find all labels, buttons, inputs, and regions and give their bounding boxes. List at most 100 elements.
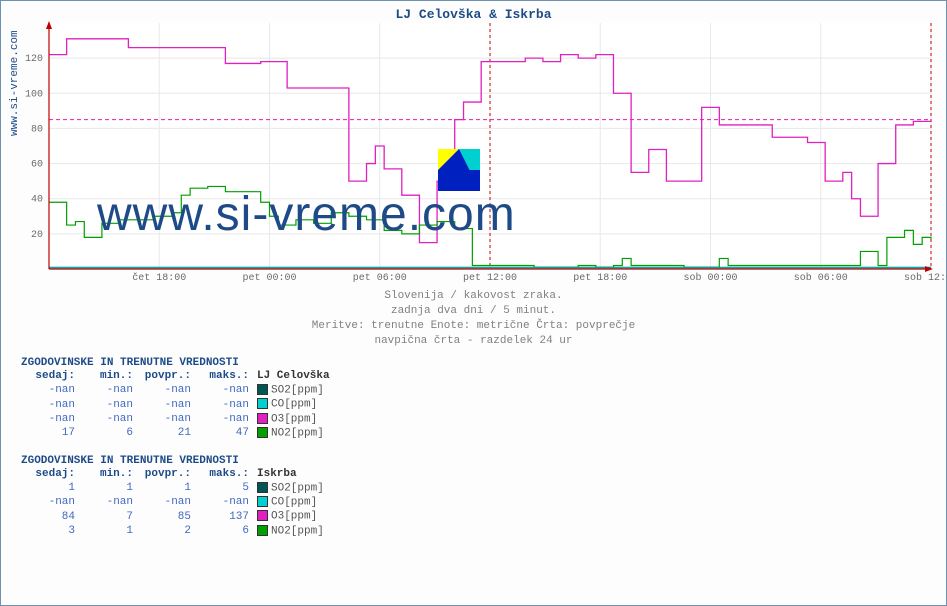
watermark-logo <box>438 149 480 191</box>
chart-container: LJ Celovška & Iskrba www.si-vreme.com 20… <box>0 0 947 606</box>
table-row: -nan-nan-nan-nanO3[ppm] <box>21 412 373 426</box>
series-label-text: O3[ppm] <box>271 511 317 523</box>
stat-value: -nan <box>21 383 79 397</box>
stat-value: 3 <box>21 524 79 538</box>
x-tick-label: sob 00:00 <box>683 273 737 284</box>
col-header: min.: <box>79 369 137 383</box>
stat-value: -nan <box>137 495 195 509</box>
color-swatch <box>257 413 268 424</box>
x-tick-label: pet 06:00 <box>353 273 407 284</box>
stat-value: 1 <box>79 481 137 495</box>
stat-value: 1 <box>21 481 79 495</box>
color-swatch <box>257 427 268 438</box>
stat-value: 6 <box>79 426 137 440</box>
subtitle-line: zadnja dva dni / 5 minut. <box>1 304 946 319</box>
subtitle-line: navpična črta - razdelek 24 ur <box>1 334 946 349</box>
table-header: ZGODOVINSKE IN TRENUTNE VREDNOSTI <box>21 357 373 369</box>
table-header: ZGODOVINSKE IN TRENUTNE VREDNOSTI <box>21 455 373 467</box>
svg-text:120: 120 <box>25 54 43 65</box>
stat-value: -nan <box>79 412 137 426</box>
stat-value: -nan <box>79 495 137 509</box>
svg-text:40: 40 <box>31 195 43 206</box>
table-row: 3126 NO2[ppm] <box>21 524 373 538</box>
stat-value: 85 <box>137 509 195 523</box>
series-label: NO2[ppm] <box>253 426 373 440</box>
stat-value: -nan <box>79 397 137 411</box>
stat-value: -nan <box>137 383 195 397</box>
subtitle-line: Meritve: trenutne Enote: metrične Črta: … <box>1 319 946 334</box>
stat-value: -nan <box>21 397 79 411</box>
stat-value: -nan <box>21 495 79 509</box>
series-label: SO2[ppm] <box>253 481 373 495</box>
chart-subtitles: Slovenija / kakovost zraka.zadnja dva dn… <box>1 289 946 348</box>
stat-value: 17 <box>21 426 79 440</box>
svg-text:60: 60 <box>31 160 43 171</box>
series-label: O3[ppm] <box>253 509 373 523</box>
series-label-text: NO2[ppm] <box>271 525 324 537</box>
series-label: NO2[ppm] <box>253 524 373 538</box>
stat-value: 84 <box>21 509 79 523</box>
stat-value: 5 <box>195 481 253 495</box>
table-name-col: LJ Celovška <box>253 369 373 383</box>
stat-value: 1 <box>79 524 137 538</box>
svg-text:80: 80 <box>31 124 43 135</box>
stat-value: -nan <box>21 412 79 426</box>
x-axis-ticks: čet 18:00 pet 00:00 pet 06:00 pet 12:00 pet … <box>49 273 931 287</box>
subtitle-line: Slovenija / kakovost zraka. <box>1 289 946 304</box>
series-label-text: O3[ppm] <box>271 413 317 425</box>
series-label-text: SO2[ppm] <box>271 384 324 396</box>
table-row: -nan-nan-nan-nanSO2[ppm] <box>21 383 373 397</box>
x-tick-label: pet 00:00 <box>242 273 296 284</box>
color-swatch <box>257 482 268 493</box>
series-label: SO2[ppm] <box>253 383 373 397</box>
x-tick-label: sob 12:00 <box>904 273 947 284</box>
stat-value: 6 <box>195 524 253 538</box>
stat-value: -nan <box>195 383 253 397</box>
stat-value: 7 <box>79 509 137 523</box>
color-swatch <box>257 398 268 409</box>
series-label: CO[ppm] <box>253 495 373 509</box>
y-axis-label: www.si-vreme.com <box>9 30 21 136</box>
table-row: 1762147 NO2[ppm] <box>21 426 373 440</box>
stat-value: -nan <box>137 397 195 411</box>
watermark-text: www.si-vreme.com <box>97 187 516 242</box>
chart-title: LJ Celovška & Iskrba <box>1 1 946 22</box>
series-label-text: CO[ppm] <box>271 399 317 411</box>
col-header: povpr.: <box>137 369 195 383</box>
x-tick-label: sob 06:00 <box>794 273 848 284</box>
color-swatch <box>257 525 268 536</box>
col-header: sedaj: <box>21 467 79 481</box>
col-header: maks.: <box>195 369 253 383</box>
stat-value: -nan <box>79 383 137 397</box>
series-label-text: NO2[ppm] <box>271 428 324 440</box>
x-tick-label: čet 18:00 <box>132 273 186 284</box>
x-tick-label: pet 18:00 <box>573 273 627 284</box>
col-header: sedaj: <box>21 369 79 383</box>
color-swatch <box>257 384 268 395</box>
col-header: min.: <box>79 467 137 481</box>
table-row: -nan-nan-nan-nanCO[ppm] <box>21 495 373 509</box>
stat-value: 47 <box>195 426 253 440</box>
stat-value: 137 <box>195 509 253 523</box>
color-swatch <box>257 510 268 521</box>
stat-value: 1 <box>137 481 195 495</box>
col-header: maks.: <box>195 467 253 481</box>
color-swatch <box>257 496 268 507</box>
svg-text:100: 100 <box>25 89 43 100</box>
table-row: 1115SO2[ppm] <box>21 481 373 495</box>
col-header: povpr.: <box>137 467 195 481</box>
series-label: CO[ppm] <box>253 397 373 411</box>
series-label: O3[ppm] <box>253 412 373 426</box>
table-row: 84785137 O3[ppm] <box>21 509 373 523</box>
svg-text:20: 20 <box>31 230 43 241</box>
table-row: -nan-nan-nan-nanCO[ppm] <box>21 397 373 411</box>
stats-table: sedaj:min.:povpr.:maks.:Iskrba1115SO2[pp… <box>21 467 373 539</box>
stat-value: -nan <box>195 495 253 509</box>
stat-value: 2 <box>137 524 195 538</box>
stat-value: -nan <box>137 412 195 426</box>
table-name-col: Iskrba <box>253 467 373 481</box>
x-tick-label: pet 12:00 <box>463 273 517 284</box>
stat-value: -nan <box>195 412 253 426</box>
data-tables: ZGODOVINSKE IN TRENUTNE VREDNOSTIsedaj:m… <box>21 357 373 538</box>
stat-value: 21 <box>137 426 195 440</box>
